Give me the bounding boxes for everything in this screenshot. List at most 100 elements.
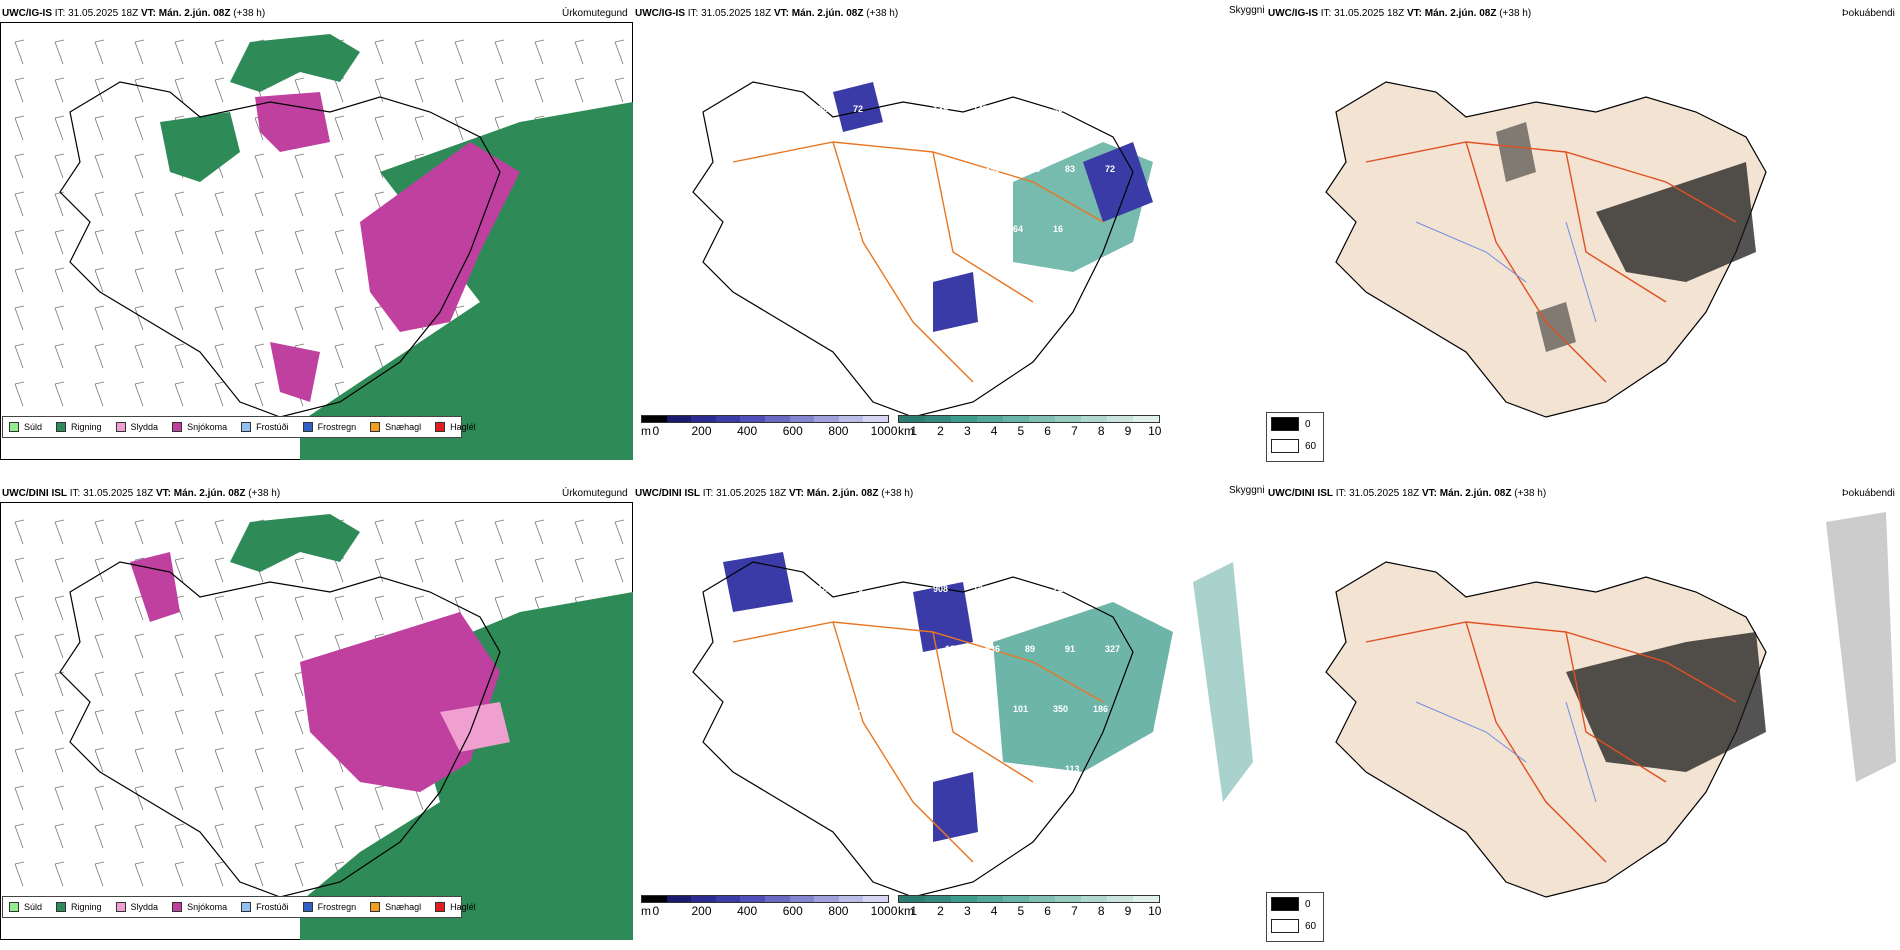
visibility-value-label: 599 [865, 764, 880, 774]
visibility-value-label: 83 [1065, 164, 1075, 174]
wind-barb [174, 671, 185, 697]
iceland-coast [692, 81, 1134, 418]
wind-barb [14, 115, 25, 141]
visibility-value-label: 147 [973, 104, 988, 114]
wind-barb [294, 305, 305, 331]
fog-legend-item: 60 [1267, 435, 1323, 457]
wind-barb [614, 519, 625, 545]
legend-item: Snjókoma [172, 902, 227, 912]
wind-barb [54, 633, 65, 659]
visibility-value-label: 216 [933, 704, 948, 714]
wind-barb [54, 595, 65, 621]
wind-barb [254, 861, 265, 887]
wind-barb [14, 267, 25, 293]
fog-area [1826, 512, 1896, 782]
colorbar-segment [977, 416, 1003, 422]
wind-barb [214, 519, 225, 545]
visibility-value-label: 97 [1013, 584, 1023, 594]
legend-item: Snæhagl [370, 422, 421, 432]
colorbar-tick: 7 [1071, 904, 1078, 918]
visibility-value-label: 115 [893, 704, 908, 714]
precip-type-panel-1: UWC/IG-IS IT: 31.05.2025 18Z VT: Mán. 2.… [0, 0, 633, 460]
colorbar-segment [977, 896, 1003, 902]
wind-barb [14, 343, 25, 369]
snow-area [255, 92, 330, 152]
colorbar-tick: 1000 [870, 904, 898, 918]
visibility-value-label: 536 [985, 644, 1000, 654]
wind-barb [14, 595, 25, 621]
wind-barb [14, 785, 25, 811]
ceiling-area [723, 552, 793, 612]
fog-legend-label: 60 [1305, 440, 1317, 452]
ceiling-area [933, 772, 978, 842]
fog-legend-label: 60 [1305, 920, 1317, 932]
model-name: UWC/IG-IS [2, 8, 52, 19]
panel-header: UWC/DINI ISL IT: 31.05.2025 18Z VT: Mán.… [2, 488, 281, 499]
colorbar-tick: 1000 [870, 424, 898, 438]
init-time: 31.05.2025 18Z [68, 8, 139, 19]
ceiling-colorbar: m 0 200 400 600 800 1000 [641, 895, 897, 919]
colorbar-tick: 600 [782, 904, 803, 918]
colorbar-tick: 1 [910, 904, 918, 918]
fog-legend-item: 0 [1267, 893, 1323, 915]
visibility-value-label: 64 [1013, 224, 1023, 234]
wind-barb [334, 229, 345, 255]
colorbar-tick: 10 [1148, 904, 1162, 918]
visibility-value-label: 189 [945, 644, 960, 654]
wind-barb [94, 785, 105, 811]
colorbar-tick: 7 [1071, 424, 1078, 438]
visibility-value-label: 124 [973, 584, 988, 594]
wind-barb [94, 595, 105, 621]
visibility-value-label: 62 [853, 704, 863, 714]
wind-barb [294, 709, 305, 735]
rivers [1415, 221, 1597, 323]
colorbar-segment [951, 416, 977, 422]
colorbar-tick: 3 [963, 904, 971, 918]
wind-barb [134, 191, 145, 217]
wind-barb [94, 823, 105, 849]
fog-map [1266, 22, 1899, 460]
wind-barb [54, 229, 65, 255]
colorbar-segment [1133, 416, 1159, 422]
wind-barb [14, 709, 25, 735]
wind-barb [14, 381, 25, 407]
legend-swatch [115, 902, 126, 912]
colorbar-segment [1081, 416, 1107, 422]
iceland-land [1325, 81, 1767, 418]
visibility-value-label: 114 [1093, 104, 1108, 114]
wind-barb [214, 267, 225, 293]
fog-panel-1: UWC/IG-IS IT: 31.05.2025 18Z VT: Mán. 2.… [1266, 0, 1899, 460]
fog-map [1266, 502, 1899, 940]
wind-barb [254, 229, 265, 255]
legend-swatch [9, 422, 19, 432]
visibility-value-label: 72 [1105, 164, 1115, 174]
fog-panel-2: UWC/DINI ISL IT: 31.05.2025 18Z VT: Mán.… [1266, 480, 1899, 940]
visibility-value-label: 14 [893, 224, 903, 234]
wind-barb [254, 671, 265, 697]
colorbar-tick: 8 [1097, 424, 1105, 438]
visibility-value-label: 72 [853, 104, 863, 114]
wind-barb [374, 343, 385, 369]
wind-barb [254, 785, 265, 811]
wind-barb [214, 671, 225, 697]
legend-item: Frostregn [302, 422, 357, 432]
wind-barb [294, 267, 305, 293]
wind-barb [134, 39, 145, 65]
legend-item: Rigning [56, 422, 102, 432]
colorbar-segment [1029, 896, 1055, 902]
colorbar-segment [925, 416, 951, 422]
valid-time: Mán. 2.jún. 08Z [158, 8, 231, 19]
wind-barb [94, 671, 105, 697]
colorbar-tick: 2 [937, 424, 944, 438]
wind-barb [214, 861, 225, 887]
wind-barb [374, 557, 385, 583]
legend-label: Frostregn [317, 422, 357, 432]
visibility-value-label: 90 [825, 764, 835, 774]
snow-area [300, 612, 500, 792]
visibility-value-label: 218 [905, 644, 920, 654]
colorbar-segment [1003, 896, 1029, 902]
legend-item: Frostúði [241, 422, 289, 432]
colorbar-tick: 9 [1124, 424, 1132, 438]
wind-barb [134, 115, 145, 141]
legend-label: Slydda [130, 902, 159, 912]
